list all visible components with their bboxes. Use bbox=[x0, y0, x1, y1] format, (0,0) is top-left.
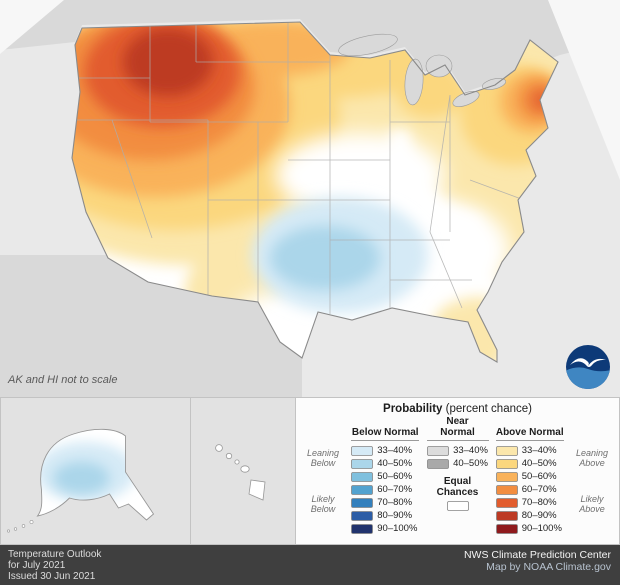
legend-item: 50–60% bbox=[351, 470, 419, 483]
legend-title-suffix: (percent chance) bbox=[445, 403, 532, 415]
alaska-below-40-50-region bbox=[53, 462, 110, 494]
legend-item-label: 40–50% bbox=[521, 458, 557, 469]
aleutian-islands bbox=[7, 520, 34, 533]
legend-item-label: 70–80% bbox=[521, 497, 557, 508]
footer-title-block: Temperature Outlook for July 2021 Issued… bbox=[8, 549, 101, 585]
legend-swatch bbox=[351, 458, 374, 469]
legend-item: 70–80% bbox=[495, 496, 564, 509]
legend-item: 80–90% bbox=[495, 509, 564, 522]
legend-item-label: 33–40% bbox=[377, 445, 413, 456]
main-map-area: AK and HI not to scale bbox=[0, 0, 620, 397]
legend-item-label: 70–80% bbox=[377, 497, 413, 508]
legend-item-label: 90–100% bbox=[521, 523, 562, 534]
leaning-above-label: Leaning Above bbox=[575, 448, 609, 468]
noaa-logo bbox=[565, 344, 611, 390]
likely-above-label: Likely Above bbox=[579, 494, 605, 514]
legend-item-label: 80–90% bbox=[521, 510, 557, 521]
mexico-landmass bbox=[0, 255, 302, 397]
below-normal-header: Below Normal bbox=[351, 418, 420, 441]
legend-swatch bbox=[351, 471, 374, 482]
insets-and-legend: Probability (percent chance) Leaning Bel… bbox=[0, 397, 620, 545]
legend-below-normal-column: Below Normal 33–40% 40–50% 50–60% bbox=[351, 418, 420, 535]
legend-swatch bbox=[495, 523, 518, 534]
hawaiian-islands bbox=[215, 444, 266, 501]
below-40-50-region bbox=[270, 226, 380, 290]
legend-near-normal-column: Near Normal 33–40% 40–50% Equal Chances bbox=[426, 416, 489, 511]
footer-credit: Map by NOAA Climate.gov bbox=[486, 561, 611, 573]
legend-swatch bbox=[495, 458, 518, 469]
legend-swatch bbox=[495, 497, 518, 508]
legend: Probability (percent chance) Leaning Bel… bbox=[296, 397, 620, 545]
legend-swatch bbox=[351, 510, 374, 521]
legend-item-label: 40–50% bbox=[453, 458, 488, 469]
legend-item: 40–50% bbox=[351, 457, 419, 470]
legend-swatch bbox=[351, 445, 374, 456]
legend-above-normal-column: Above Normal 33–40% 40–50% 50–60% bbox=[495, 418, 564, 535]
legend-item-label: 50–60% bbox=[521, 471, 557, 482]
legend-swatch bbox=[351, 497, 374, 508]
legend-swatch bbox=[351, 484, 374, 495]
legend-item: 90–100% bbox=[495, 522, 564, 535]
legend-swatch bbox=[495, 510, 518, 521]
legend-item: 40–50% bbox=[495, 457, 564, 470]
map-note: AK and HI not to scale bbox=[8, 374, 118, 386]
legend-item-label: 90–100% bbox=[377, 523, 418, 534]
equal-chances-swatch bbox=[446, 501, 469, 511]
footer-title-line: for July 2021 bbox=[8, 560, 66, 571]
footer: Temperature Outlook for July 2021 Issued… bbox=[0, 545, 620, 585]
legend-swatch bbox=[495, 484, 518, 495]
near-normal-header: Near Normal bbox=[426, 416, 489, 441]
legend-swatch bbox=[427, 445, 449, 456]
legend-item: 50–60% bbox=[495, 470, 564, 483]
legend-swatch bbox=[495, 445, 518, 456]
legend-item: 90–100% bbox=[351, 522, 419, 535]
hawaii-map bbox=[215, 444, 266, 501]
legend-side-labels-right: Leaning Above Likely Above bbox=[571, 418, 613, 514]
above-normal-header: Above Normal bbox=[495, 418, 564, 441]
legend-item: 40–50% bbox=[427, 457, 488, 470]
noaa-seagull-icon bbox=[566, 345, 610, 389]
legend-item: 60–70% bbox=[495, 483, 564, 496]
state-borders bbox=[72, 22, 525, 314]
above-80-90-region bbox=[123, 28, 213, 96]
hawaii-inset bbox=[190, 397, 296, 545]
footer-title-line: Temperature Outlook bbox=[8, 549, 102, 560]
legend-item-label: 40–50% bbox=[377, 458, 413, 469]
footer-issued-line: Issued 30 Jun 2021 bbox=[8, 571, 96, 582]
legend-item: 33–40% bbox=[495, 444, 564, 457]
alaska-map bbox=[7, 428, 154, 533]
legend-swatch bbox=[427, 458, 449, 469]
legend-item: 70–80% bbox=[351, 496, 419, 509]
legend-item-label: 60–70% bbox=[377, 484, 413, 495]
corner-wedge-right bbox=[548, 0, 620, 180]
leaning-below-label: Leaning Below bbox=[306, 448, 340, 468]
equal-chances-label: Equal Chances bbox=[436, 476, 479, 498]
legend-side-labels-left: Leaning Below Likely Below bbox=[302, 418, 344, 514]
corner-wedge-left bbox=[0, 0, 64, 54]
legend-item: 33–40% bbox=[351, 444, 419, 457]
legend-title: Probability (percent chance) bbox=[302, 403, 613, 415]
footer-source: NWS Climate Prediction Center bbox=[463, 549, 611, 561]
legend-item: 80–90% bbox=[351, 509, 419, 522]
alaska-inset bbox=[0, 397, 190, 545]
legend-item-label: 50–60% bbox=[377, 471, 413, 482]
legend-item: 60–70% bbox=[351, 483, 419, 496]
legend-swatch bbox=[495, 471, 518, 482]
legend-item-label: 33–40% bbox=[453, 445, 488, 456]
legend-item-label: 60–70% bbox=[521, 484, 557, 495]
footer-credit-block: NWS Climate Prediction Center Map by NOA… bbox=[464, 549, 611, 585]
legend-swatch bbox=[351, 523, 374, 534]
legend-item-label: 80–90% bbox=[377, 510, 413, 521]
legend-item: 33–40% bbox=[427, 444, 488, 457]
legend-title-bold: Probability bbox=[383, 403, 443, 415]
canada-landmass bbox=[0, 0, 620, 92]
legend-item-label: 33–40% bbox=[521, 445, 557, 456]
conus-temperature-map bbox=[0, 0, 620, 397]
likely-below-label: Likely Below bbox=[310, 494, 336, 514]
